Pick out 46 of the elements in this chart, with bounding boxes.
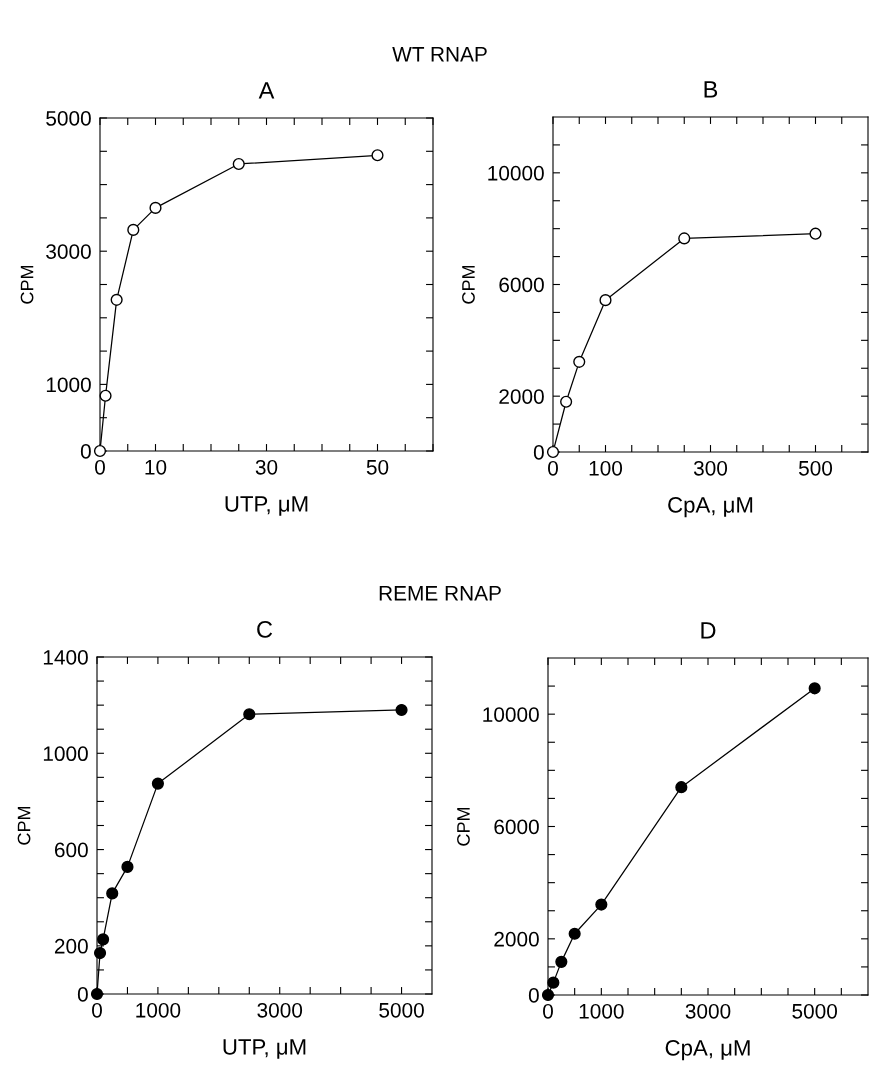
x-tick-label: 0 bbox=[95, 459, 105, 475]
x-tick-label: 500 bbox=[798, 460, 833, 476]
x-tick-label: 0 bbox=[548, 460, 558, 476]
y-tick-label: 1000 bbox=[43, 746, 88, 762]
chart-title: B bbox=[704, 81, 718, 98]
y-tick-label: 200 bbox=[54, 938, 88, 954]
x-axis-title: UTP, μM bbox=[223, 1039, 306, 1059]
x-tick-label: 5000 bbox=[379, 1002, 424, 1018]
x-tick-label: 1000 bbox=[579, 1003, 624, 1019]
y-tick-label: 10000 bbox=[483, 707, 539, 722]
x-axis-title: CpA, μM bbox=[668, 497, 753, 518]
x-tick-label: 5000 bbox=[792, 1003, 838, 1019]
x-tick-label: 0 bbox=[92, 1002, 102, 1018]
x-tick-label: 3000 bbox=[257, 1002, 303, 1018]
y-tick-label: 0 bbox=[80, 444, 91, 459]
x-axis-title: UTP, μM bbox=[225, 496, 308, 516]
y-tick-label: 5000 bbox=[46, 111, 91, 126]
x-tick-label: 10 bbox=[145, 459, 167, 475]
chart-title: D bbox=[701, 622, 716, 639]
y-tick-label: 1400 bbox=[43, 650, 88, 665]
y-tick-label: 3000 bbox=[46, 244, 91, 259]
y-tick-label: 0 bbox=[533, 445, 544, 460]
y-tick-label: 2000 bbox=[494, 931, 539, 947]
y-tick-label: 1000 bbox=[46, 377, 91, 393]
y-axis-title: CPM bbox=[20, 265, 34, 304]
y-tick-label: 600 bbox=[54, 842, 88, 858]
text: WT RNAP bbox=[392, 47, 487, 62]
y-axis-title: CPM bbox=[462, 265, 475, 304]
y-tick-label: 10000 bbox=[488, 165, 544, 181]
x-tick-label: 300 bbox=[693, 460, 728, 476]
y-tick-label: 6000 bbox=[499, 277, 544, 293]
y-tick-label: 2000 bbox=[499, 389, 544, 404]
x-tick-label: 30 bbox=[255, 459, 278, 475]
chart-title: C bbox=[257, 621, 273, 638]
x-tick-label: 50 bbox=[366, 459, 389, 475]
text: REME RNAP bbox=[379, 586, 501, 601]
y-tick-label: 0 bbox=[528, 988, 539, 1003]
chart-title: A bbox=[258, 82, 275, 99]
y-tick-label: 0 bbox=[77, 987, 88, 1002]
y-axis-title: CPM bbox=[17, 806, 31, 845]
x-tick-label: 100 bbox=[589, 460, 623, 476]
x-tick-label: 3000 bbox=[685, 1003, 731, 1019]
x-axis-title: CpA, μM bbox=[665, 1040, 750, 1061]
x-tick-label: 1000 bbox=[136, 1002, 181, 1018]
y-tick-label: 6000 bbox=[494, 819, 539, 835]
y-axis-title: CPM bbox=[457, 807, 470, 846]
